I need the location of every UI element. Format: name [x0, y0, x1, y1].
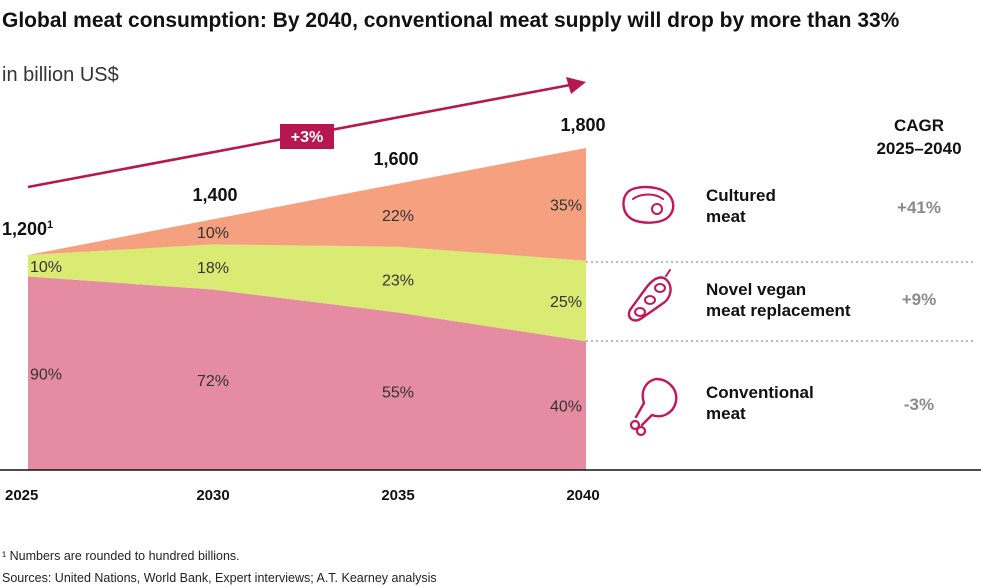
growth-arrow-head	[566, 77, 586, 94]
share-label-conventional-2030: 72%	[197, 373, 229, 390]
legend-row-vegan: Novel vegan meat replacement +9%	[627, 269, 937, 322]
growth-badge-box	[280, 124, 334, 149]
x-tick-2040: 2040	[566, 487, 599, 504]
share-label-vegan-2035: 23%	[382, 273, 414, 290]
growth-badge: +3%	[280, 124, 334, 149]
total-labels: 1,2001 1,400 1,600 1,800	[2, 115, 606, 239]
legend-label-conventional: Conventional	[706, 383, 814, 402]
chart-title: Global meat consumption: By 2040, conven…	[2, 9, 900, 32]
total-label-2035: 1,600	[373, 149, 418, 169]
share-label-cultured-2040: 35%	[550, 197, 582, 214]
share-label-vegan-2030: 18%	[197, 260, 229, 277]
total-label-2030: 1,400	[192, 185, 237, 205]
x-tick-2035: 2035	[381, 487, 414, 504]
legend-label-cultured: Cultured	[706, 186, 776, 205]
legend-row-conventional: Conventional meat -3%	[629, 377, 934, 437]
growth-badge-text: +3%	[291, 129, 323, 146]
legend-label-conventional-2: meat	[706, 404, 746, 423]
share-label-vegan-2025: 10%	[30, 259, 62, 276]
total-label-2025: 1,2001	[2, 219, 53, 239]
area-layer: 90% 72% 55% 40% 10% 18% 23% 25% 10% 22% 35%	[28, 148, 586, 470]
share-label-conventional-2035: 55%	[382, 384, 414, 401]
share-label-cultured-2035: 22%	[382, 208, 414, 225]
cagr-value-conventional: -3%	[904, 395, 934, 414]
cagr-value-cultured: +41%	[897, 198, 941, 217]
share-label-cultured-2030: 10%	[197, 225, 229, 242]
chicken-drumstick-icon	[629, 377, 678, 437]
cagr-header: CAGR	[894, 116, 944, 135]
share-label-conventional-2025: 90%	[30, 366, 62, 383]
area-conventional	[28, 276, 586, 470]
x-axis-ticks: 2025 2030 2035 2040	[5, 487, 600, 504]
area-cultured	[28, 148, 586, 261]
legend-row-cultured: Cultured meat +41%	[622, 185, 941, 226]
cagr-value-vegan: +9%	[902, 290, 937, 309]
x-tick-2030: 2030	[196, 487, 229, 504]
legend-label-vegan-2: meat replacement	[706, 301, 851, 320]
footnote-sources: Sources: United Nations, World Bank, Exp…	[2, 571, 437, 585]
chart-unit: in billion US$	[2, 64, 119, 86]
footnote-marker: 1	[47, 219, 53, 231]
steak-icon	[622, 185, 675, 224]
soybean-pod-icon	[627, 269, 672, 322]
legend-label-vegan: Novel vegan	[706, 280, 806, 299]
share-label-vegan-2040: 25%	[550, 294, 582, 311]
area-vegan	[28, 244, 586, 342]
total-label-2040: 1,800	[560, 115, 605, 135]
x-tick-2025: 2025	[5, 487, 38, 504]
legend-label-cultured-2: meat	[706, 207, 746, 226]
footnote-rounding: ¹ Numbers are rounded to hundred billion…	[2, 549, 240, 563]
share-label-conventional-2040: 40%	[550, 399, 582, 416]
cagr-period: 2025–2040	[876, 139, 961, 158]
